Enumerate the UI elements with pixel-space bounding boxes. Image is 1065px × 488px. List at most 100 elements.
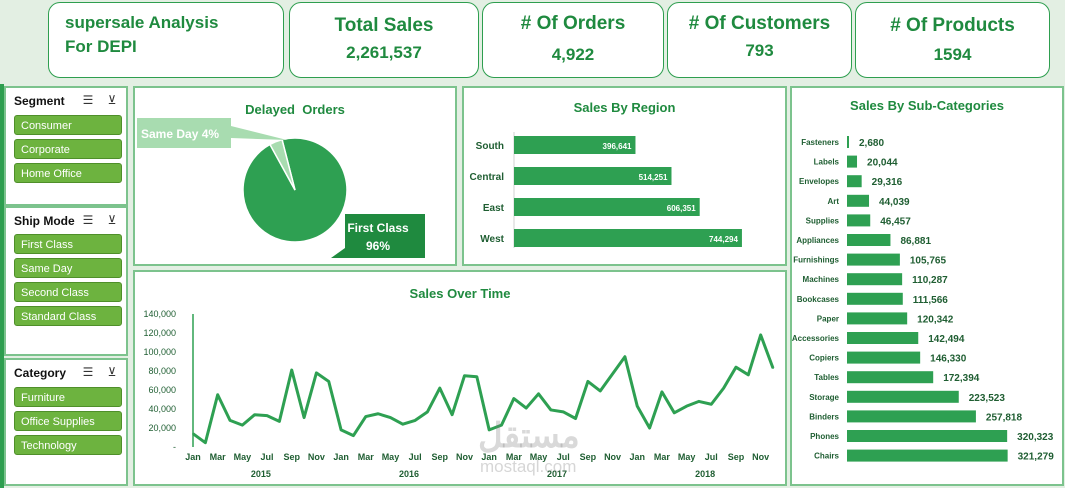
kpi-customers: # Of Customers 793	[667, 2, 852, 78]
data-label: 96%	[366, 239, 390, 253]
data-point	[303, 416, 305, 419]
data-label: Same Day 4%	[141, 127, 219, 141]
data-point	[735, 366, 737, 368]
year-label: 2015	[251, 469, 271, 479]
y-tick-label: 40,000	[148, 404, 176, 414]
y-tick-label: 140,000	[143, 309, 176, 319]
chart-title: Sales By Sub-Categories	[850, 98, 1004, 113]
left-strip	[0, 84, 4, 488]
x-tick-label: Jan	[333, 452, 349, 462]
sales-by-region-chart: South 396,641 Central 514,251 East 606,351 Wes…	[470, 132, 742, 248]
category-label: Bookcases	[797, 295, 840, 304]
category-label: Art	[827, 197, 839, 206]
slicer-item-first-class[interactable]: First Class	[14, 234, 122, 254]
data-point	[562, 411, 565, 413]
slicer-ship-mode: Ship Mode ☰ ⊻ First Class Same Day Secon…	[4, 206, 128, 356]
x-tick-label: Sep	[728, 452, 745, 462]
data-label: 46,457	[880, 216, 911, 227]
multi-select-icon[interactable]: ☰	[82, 213, 94, 227]
slicer-title: Segment	[14, 94, 65, 108]
multi-select-icon[interactable]: ☰	[82, 93, 94, 107]
data-point	[698, 400, 700, 403]
category-label: Storage	[809, 393, 839, 402]
data-point	[500, 424, 503, 426]
data-label: 86,881	[900, 236, 931, 247]
data-label: 44,039	[879, 197, 910, 208]
data-label: 105,765	[910, 256, 947, 267]
data-point	[550, 409, 552, 411]
x-tick-label: Mar	[654, 452, 671, 462]
bar	[847, 234, 891, 246]
dashboard-title-line2: For DEPI	[65, 37, 137, 56]
clear-filter-icon[interactable]: ⊻	[107, 365, 117, 379]
slicer-item-second-class[interactable]: Second Class	[14, 282, 122, 302]
data-point	[192, 432, 194, 435]
slicer-item-standard-class[interactable]: Standard Class	[14, 306, 122, 326]
category-label: Binders	[809, 412, 839, 421]
slicer-item-same-day[interactable]: Same Day	[14, 258, 122, 278]
x-tick-label: Nov	[456, 452, 473, 462]
clear-filter-icon[interactable]: ⊻	[107, 213, 117, 227]
x-tick-label: Sep	[580, 452, 597, 462]
data-label-callout	[331, 214, 425, 258]
data-point	[327, 380, 330, 383]
kpi-label: # Of Products	[890, 15, 1015, 36]
data-point	[414, 419, 416, 422]
x-tick-label: Jul	[261, 452, 274, 462]
kpi-label: # Of Customers	[688, 13, 831, 34]
data-label: 744,294	[709, 235, 738, 244]
slicer-item-furniture[interactable]: Furniture	[14, 387, 122, 407]
chart-title: Sales Over Time	[409, 286, 511, 301]
data-point	[661, 391, 663, 393]
category-label: Supplies	[806, 216, 840, 225]
data-point	[216, 393, 219, 396]
data-label: 606,351	[667, 204, 696, 213]
sales-over-time-chart: 140,000 120,000 100,000 80,000 60,000 40,000 2…	[143, 309, 775, 479]
bar	[514, 136, 636, 154]
bar	[847, 136, 849, 148]
multi-select-icon[interactable]: ☰	[82, 365, 94, 379]
slicer-item-home-office[interactable]: Home Office	[14, 163, 122, 183]
data-point	[352, 434, 355, 437]
slicer-item-corporate[interactable]: Corporate	[14, 139, 122, 159]
data-label: 223,523	[969, 393, 1006, 404]
data-point	[772, 367, 774, 369]
slicer-item-technology[interactable]: Technology	[14, 435, 122, 455]
data-label: 111,566	[913, 295, 948, 306]
bar	[514, 229, 742, 247]
kpi-products: # Of Products 1594	[855, 2, 1050, 78]
data-label: 257,818	[986, 412, 1023, 423]
data-point	[525, 407, 527, 409]
category-label: West	[480, 234, 504, 245]
category-label: Phones	[810, 432, 839, 441]
category-label: Paper	[817, 314, 839, 323]
slicer-item-consumer[interactable]: Consumer	[14, 115, 122, 135]
data-label: 2,680	[859, 138, 884, 149]
sales-by-region-panel: Sales By Region South 396,641 Central 514,2…	[462, 86, 787, 266]
bar	[514, 167, 672, 185]
slicer-category: Category ☰ ⊻ Furniture Office Supplies T…	[4, 358, 128, 486]
data-point	[710, 403, 713, 406]
bar	[847, 430, 1008, 442]
data-label: 321,279	[1018, 452, 1055, 463]
x-tick-label: Sep	[283, 452, 300, 462]
data-label: 172,394	[943, 373, 980, 384]
bar	[847, 175, 862, 188]
data-point	[229, 419, 231, 422]
bar	[847, 332, 919, 344]
y-tick-label: 80,000	[148, 366, 176, 376]
year-label: 2017	[547, 469, 567, 479]
sales-by-subcategory-panel: Sales By Sub-Categories Fasteners 2,680 La…	[790, 86, 1064, 486]
bar	[847, 449, 1008, 462]
slicer-item-office-supplies[interactable]: Office Supplies	[14, 411, 122, 431]
data-point	[636, 405, 639, 407]
x-tick-label: Jul	[557, 452, 570, 462]
x-tick-label: May	[382, 452, 400, 462]
category-label: East	[483, 203, 505, 214]
data-point	[266, 414, 268, 417]
clear-filter-icon[interactable]: ⊻	[107, 93, 117, 107]
data-point	[451, 413, 453, 416]
data-point	[377, 412, 379, 415]
data-point	[759, 334, 762, 336]
x-tick-label: Jul	[409, 452, 422, 462]
